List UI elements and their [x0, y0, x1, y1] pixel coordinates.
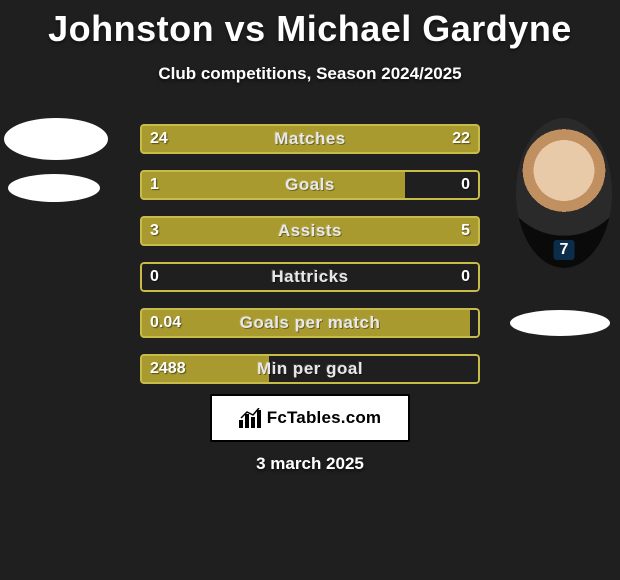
stat-value-left: 24 [150, 130, 168, 148]
stat-row: Min per goal2488 [140, 354, 480, 384]
page-title: Johnston vs Michael Gardyne [0, 0, 620, 50]
player-left-name: Johnston [48, 8, 214, 49]
stat-value-right: 0 [461, 268, 470, 286]
avatar-placeholder-icon [4, 118, 108, 160]
stat-value-right: 0 [461, 176, 470, 194]
bar-chart-icon [239, 408, 261, 428]
avatar-placeholder-icon [510, 310, 610, 336]
stat-bars: Matches2422Goals10Assists35Hattricks00Go… [140, 124, 480, 400]
stat-row: Hattricks0 0 [140, 262, 480, 292]
stat-label: Goals [140, 175, 480, 195]
branding-box[interactable]: FcTables.com [210, 394, 410, 442]
player-right-name: Michael Gardyne [276, 8, 572, 49]
comparison-card: Johnston vs Michael Gardyne Club competi… [0, 0, 620, 580]
stat-label: Assists [140, 221, 480, 241]
stat-label: Min per goal [140, 359, 480, 379]
stat-row: Assists3 5 [140, 216, 480, 246]
branding-text: FcTables.com [267, 408, 382, 428]
jersey-number: 7 [554, 240, 575, 260]
stat-value-left: 3 [150, 222, 159, 240]
subtitle: Club competitions, Season 2024/2025 [0, 64, 620, 84]
player-left-avatar [4, 118, 104, 258]
stat-row: Goals1 0 [140, 170, 480, 200]
avatar-placeholder-icon [8, 174, 100, 202]
stat-label: Goals per match [140, 313, 480, 333]
stat-value-left: 0 [150, 268, 159, 286]
date-label: 3 march 2025 [0, 454, 620, 474]
stat-value-right: 5 [461, 222, 470, 240]
stat-row: Goals per match0.04 [140, 308, 480, 338]
vs-separator: vs [225, 8, 266, 49]
stat-value-left: 0.04 [150, 314, 181, 332]
stat-label: Hattricks [140, 267, 480, 287]
stat-value-left: 2488 [150, 360, 186, 378]
player-right-avatar: 7 [516, 118, 616, 258]
player-photo: 7 [516, 118, 612, 268]
stat-row: Matches24 22 [140, 124, 480, 154]
stat-value-left: 1 [150, 176, 159, 194]
stat-value-right: 22 [452, 130, 470, 148]
stat-label: Matches [140, 129, 480, 149]
